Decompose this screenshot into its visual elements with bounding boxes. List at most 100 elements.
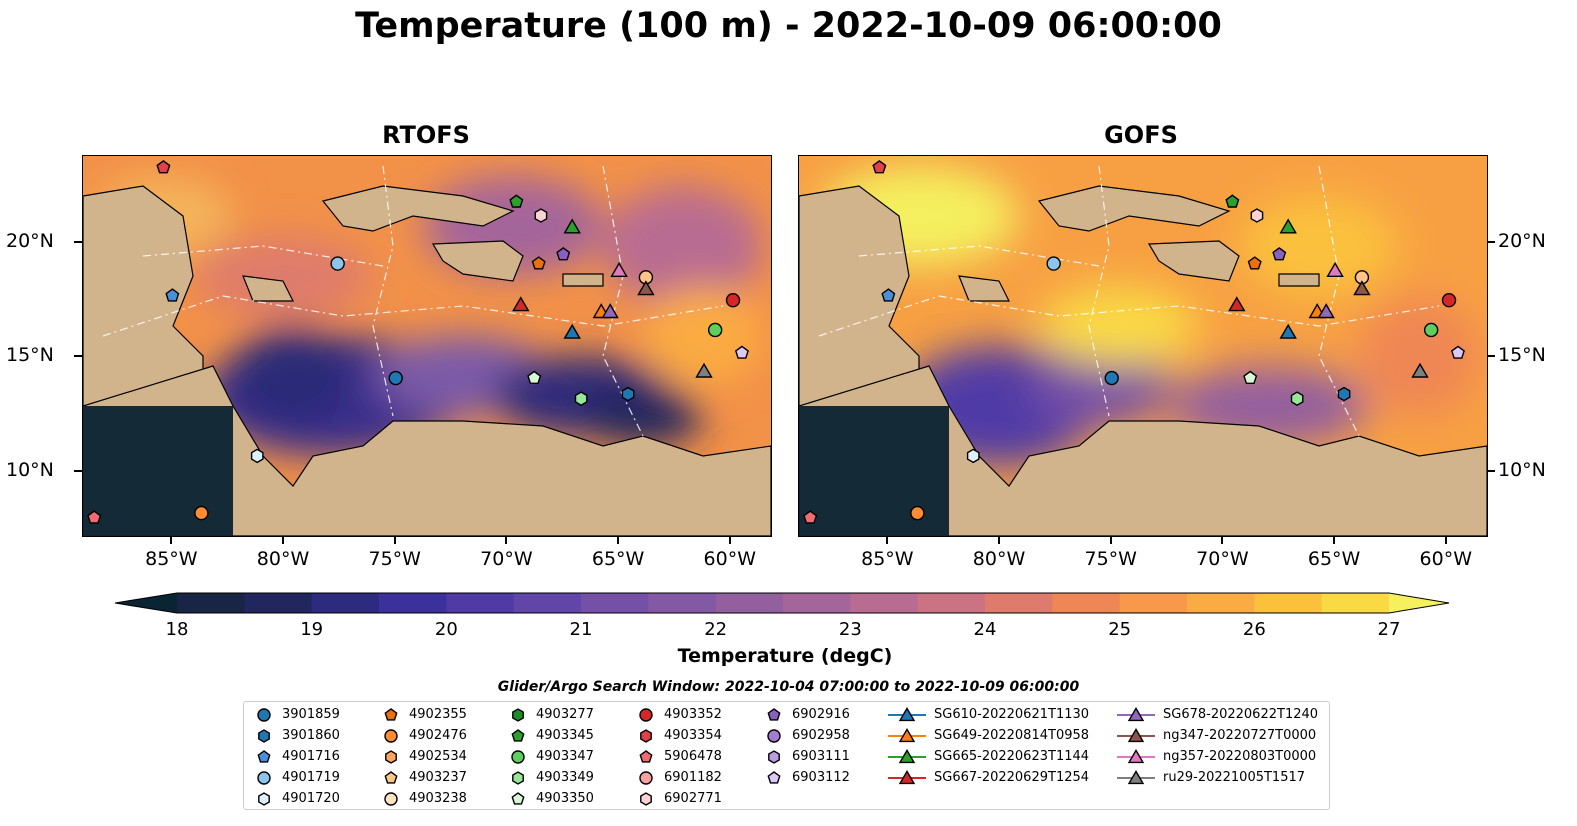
legend-item: 5906478: [636, 746, 722, 767]
legend-item: 4903238: [381, 788, 467, 809]
latitude-tick: [74, 469, 82, 472]
hexagon-marker: [1337, 386, 1351, 402]
hexagon-marker: [621, 386, 635, 402]
triangle-legend-icon: [888, 727, 926, 742]
legend-label: 4903237: [409, 770, 467, 785]
triangle-marker: [1279, 218, 1297, 234]
triangle-marker: [1228, 296, 1246, 312]
legend-item: SG649-20220814T0958: [888, 725, 1089, 746]
latitude-tick-label: 15°N: [1498, 344, 1546, 367]
legend-label: 4903277: [536, 707, 594, 722]
pentagon-marker: [556, 247, 571, 261]
legend-item: ng357-20220803T0000: [1117, 746, 1318, 767]
colorbar-tick-label: 21: [569, 619, 593, 640]
circle-legend-icon: [767, 728, 781, 743]
circle-legend-icon: [639, 707, 653, 722]
legend-item: ng347-20220727T0000: [1117, 725, 1318, 746]
legend-label: 3901859: [282, 707, 340, 722]
longitude-tick-label: 65°W: [591, 548, 645, 570]
pentagon-marker: [872, 160, 887, 174]
longitude-tick: [505, 536, 508, 544]
hexagon-marker: [574, 391, 588, 407]
colorbar-segment: [783, 593, 851, 613]
triangle-legend-icon: [1117, 706, 1155, 721]
circle-marker: [388, 370, 403, 386]
pentagon-marker: [156, 160, 171, 174]
colorbar-tick-label: 26: [1242, 619, 1266, 640]
longitude-tick-label: 85°W: [861, 548, 914, 570]
float-and-glider-markers: [87, 160, 749, 524]
pentagon-marker: [1247, 256, 1262, 270]
pentagon-marker: [1272, 247, 1287, 261]
latitude-tick: [1487, 355, 1495, 358]
latitude-tick-label: 10°N: [1498, 458, 1546, 481]
legend-item: 6902771: [636, 788, 722, 809]
legend-item: 6902958: [764, 725, 850, 746]
colorbar-segment: [311, 593, 380, 613]
legend-item: 3901860: [254, 725, 340, 746]
longitude-tick: [617, 536, 620, 544]
legend-column: SG610-20220621T1130 SG649-20220814T0958 SG…: [888, 704, 1089, 788]
pentagon-legend-icon: [384, 707, 398, 721]
legend-item: 4903237: [381, 767, 467, 788]
triangle-marker: [695, 362, 713, 378]
colorbar-segment: [581, 593, 649, 613]
legend-label: 4901716: [282, 749, 340, 764]
pentagon-marker: [881, 288, 896, 302]
pentagon-legend-icon: [257, 749, 271, 763]
legend-label: 4903347: [536, 749, 594, 764]
longitude-tick: [886, 536, 889, 544]
legend-column: 6902916 6902958 6903111 6903112: [764, 704, 850, 788]
longitude-tick-label: 70°W: [1196, 548, 1249, 570]
longitude-tick-label: 85°W: [145, 548, 198, 570]
legend-label: SG649-20220814T0958: [934, 728, 1090, 743]
circle-marker: [1104, 370, 1119, 386]
legend-item: SG667-20220629T1254: [888, 767, 1089, 788]
legend-label: SG665-20220623T1144: [934, 749, 1090, 764]
hexagon-marker: [1290, 391, 1304, 407]
land-masses: [799, 185, 1487, 536]
legend-item: 6903112: [764, 767, 850, 788]
legend-label: SG667-20220629T1254: [934, 770, 1090, 785]
pentagon-legend-icon: [511, 791, 525, 805]
circle-marker: [707, 322, 723, 338]
legend-item: ru29-20221005T1517: [1117, 767, 1318, 788]
longitude-tick-label: 75°W: [368, 548, 421, 570]
longitude-tick-label: 60°W: [1419, 548, 1473, 570]
legend-label: SG610-20220621T1130: [934, 707, 1090, 722]
circle-marker: [194, 505, 209, 521]
colorbar-extend-high: [1389, 593, 1449, 613]
longitude-tick-label: 80°W: [972, 548, 1026, 570]
legend-item: 6901182: [636, 767, 722, 788]
colorbar-tick-label: 18: [165, 619, 189, 640]
colorbar-tick-label: 23: [838, 619, 862, 640]
pacific-deep-area: [799, 406, 949, 536]
pentagon-marker: [509, 194, 524, 208]
legend-label: 5906478: [664, 749, 722, 764]
legend-label: 4903238: [409, 791, 467, 806]
legend-label: 6903111: [792, 749, 850, 764]
pentagon-legend-icon: [639, 749, 653, 763]
colorbar-segment: [177, 593, 245, 613]
colorbar-extend-low: [115, 593, 177, 613]
triangle-marker: [637, 280, 655, 296]
map-panel-gofs: [798, 155, 1488, 537]
panel-title-rtofs: RTOFS: [382, 121, 470, 149]
latitude-tick: [1487, 469, 1495, 472]
pentagon-legend-icon: [384, 770, 398, 784]
legend: 3901859 3901860 4901716 4901719 4901720 49023…: [243, 701, 1330, 810]
legend-item: SG665-20220623T1144: [888, 746, 1089, 767]
circle-legend-icon: [384, 791, 398, 806]
longitude-tick: [1221, 536, 1224, 544]
legend-label: 6902916: [792, 707, 850, 722]
legend-label: 4903350: [536, 791, 594, 806]
legend-label: 4903352: [664, 707, 722, 722]
legend-column: SG678-20220622T1240 ng347-20220727T0000 ng…: [1117, 704, 1318, 788]
legend-column: 3901859 3901860 4901716 4901719 4901720: [254, 704, 340, 809]
legend-label: 6901182: [664, 770, 722, 785]
legend-item: 3901859: [254, 704, 340, 725]
legend-label: 4901720: [282, 791, 340, 806]
pentagon-marker: [87, 510, 102, 524]
triangle-marker: [1317, 303, 1335, 319]
pentagon-marker: [1243, 370, 1258, 385]
